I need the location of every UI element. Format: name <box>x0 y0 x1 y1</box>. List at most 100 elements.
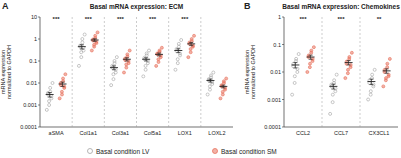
dot <box>222 80 225 83</box>
error-cap <box>144 61 148 62</box>
y-tick-label: 0.1 <box>273 42 281 48</box>
significance: *** <box>117 16 125 22</box>
mean <box>291 64 299 65</box>
dot <box>113 60 116 63</box>
error-cap <box>93 41 97 42</box>
dot <box>193 34 196 37</box>
dot <box>187 56 190 59</box>
dot <box>80 56 83 59</box>
dot <box>212 71 215 74</box>
legend-label: Basal condition SM <box>221 148 277 155</box>
error-cap <box>48 92 52 93</box>
dot <box>176 58 179 61</box>
figure: ABasal mRNA expression: ECMmRNA expressi… <box>0 0 401 158</box>
x-tick-label: CX3CL1 <box>369 130 390 136</box>
dot <box>125 66 128 69</box>
dot <box>90 49 93 52</box>
dot <box>160 46 163 49</box>
x-tick-label: Col5a1 <box>144 130 161 136</box>
dot <box>155 64 158 67</box>
y-tick-label: 1 <box>34 36 37 42</box>
x-tick-label: Col3a1 <box>112 130 129 136</box>
y-tick <box>282 72 284 73</box>
error-cap <box>331 84 335 85</box>
dot <box>208 88 211 91</box>
error-cap <box>176 52 180 53</box>
mean <box>367 81 375 82</box>
dot <box>122 71 125 74</box>
separator <box>136 17 137 127</box>
mean <box>206 80 214 81</box>
significance: ** <box>377 16 382 22</box>
separator <box>322 17 323 127</box>
dot <box>110 84 113 87</box>
legend-marker <box>213 149 218 154</box>
error-cap <box>157 55 161 56</box>
dot <box>58 97 61 100</box>
dot <box>145 52 148 55</box>
y-tick <box>38 83 40 84</box>
mean <box>345 62 353 63</box>
y-tick <box>282 99 284 100</box>
dot <box>367 98 370 101</box>
dot <box>369 93 372 96</box>
legend-marker <box>88 149 93 154</box>
dot <box>189 48 192 51</box>
y-tick-label: 0.1 <box>29 58 37 64</box>
mean <box>187 43 195 44</box>
error-cap <box>369 84 373 85</box>
error-cap <box>189 42 193 43</box>
x-tick-label: LOXL2 <box>208 130 225 136</box>
dot <box>144 68 147 71</box>
dot <box>329 112 332 115</box>
dot <box>333 79 336 82</box>
dot <box>308 66 311 69</box>
error-cap <box>331 89 335 90</box>
dot <box>386 66 389 69</box>
y-tick <box>38 127 40 128</box>
dot <box>296 71 299 74</box>
dot <box>190 38 193 41</box>
dot <box>189 51 192 54</box>
error-cap <box>309 59 313 60</box>
significance: *** <box>181 16 189 22</box>
y-axis-label: normalized to GAPDH <box>250 45 256 99</box>
dot <box>142 75 145 78</box>
error-cap <box>347 64 351 65</box>
dot <box>77 64 80 67</box>
y-axis-label: normalized to GAPDH <box>6 45 12 99</box>
mean <box>59 84 67 85</box>
dot <box>176 62 179 65</box>
error-cap <box>369 79 373 80</box>
dot <box>51 82 54 85</box>
y-tick <box>282 127 284 128</box>
panel-label: A <box>2 1 9 11</box>
panel: BBasal mRNA expression: ChemokinesmRNA e… <box>244 1 400 136</box>
dot <box>81 38 84 41</box>
error-cap <box>112 69 116 70</box>
dot <box>94 34 97 37</box>
y-tick <box>282 44 284 45</box>
mean <box>46 94 54 95</box>
mean <box>329 86 337 87</box>
error-cap <box>80 44 84 45</box>
separator <box>72 17 73 127</box>
error-cap <box>61 86 65 87</box>
dot <box>382 85 385 88</box>
error-cap <box>157 53 161 54</box>
mean <box>110 67 118 68</box>
dot <box>128 49 131 52</box>
error-cap <box>385 68 389 69</box>
dot <box>312 46 315 49</box>
dot <box>144 64 147 67</box>
x-tick-label: CCL7 <box>334 130 348 136</box>
mean <box>174 50 182 51</box>
dot <box>387 73 390 76</box>
y-tick <box>38 39 40 40</box>
y-tick <box>38 17 40 18</box>
x-tick-label: aSMA <box>49 130 64 136</box>
error-cap <box>112 65 116 66</box>
error-cap <box>125 61 129 62</box>
separator <box>200 17 201 127</box>
mean <box>91 40 99 41</box>
